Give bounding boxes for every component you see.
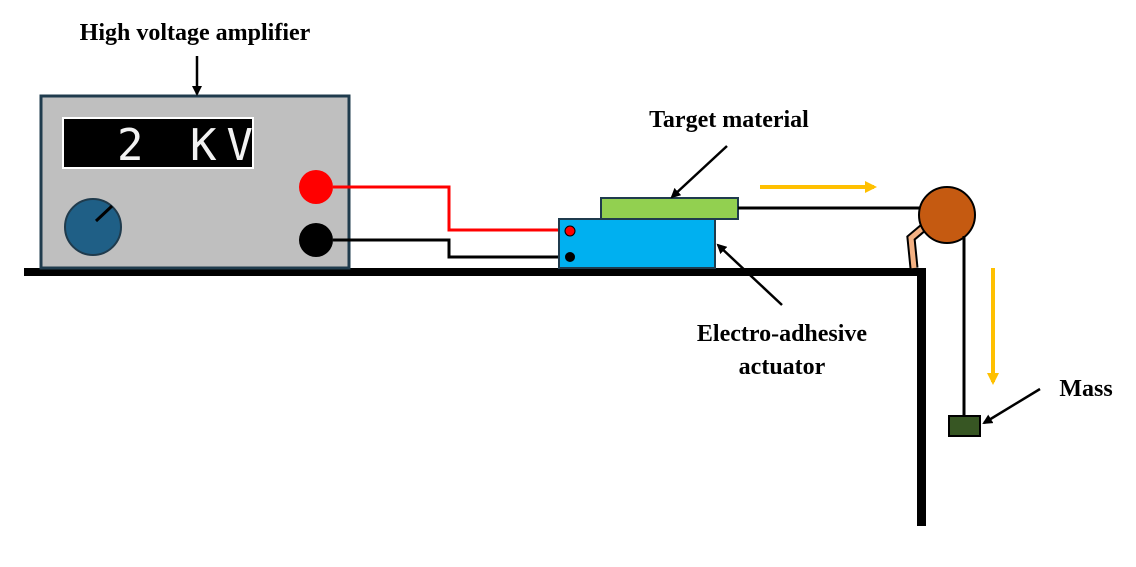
dial-knob-icon	[64, 198, 122, 256]
display-readout: 2 KV	[117, 120, 263, 171]
actuator-positive-contact	[564, 225, 576, 237]
negative-wire	[333, 238, 570, 259]
black-terminal-icon	[299, 223, 333, 257]
mass-pointer-arrow	[982, 387, 1041, 425]
actuator-negative-contact	[565, 252, 575, 262]
table-edge	[917, 268, 926, 526]
target-material-strip	[600, 197, 739, 220]
red-terminal-icon	[299, 170, 333, 204]
actuator-label-line2: actuator	[739, 354, 826, 380]
table-surface	[24, 268, 926, 276]
target-material-label: Target material	[649, 107, 809, 133]
mass-block	[948, 415, 981, 437]
actuator-label-line1: Electro-adhesive	[697, 321, 868, 347]
target-pointer-arrow	[670, 145, 728, 199]
amplifier-display	[62, 117, 254, 169]
actuator-block	[558, 218, 716, 269]
positive-wire	[333, 185, 570, 232]
amplifier-label: High voltage amplifier	[80, 20, 311, 46]
actuator-pointer-arrow	[716, 243, 783, 306]
pulley-wheel	[918, 186, 976, 244]
mass-label: Mass	[1059, 376, 1112, 402]
